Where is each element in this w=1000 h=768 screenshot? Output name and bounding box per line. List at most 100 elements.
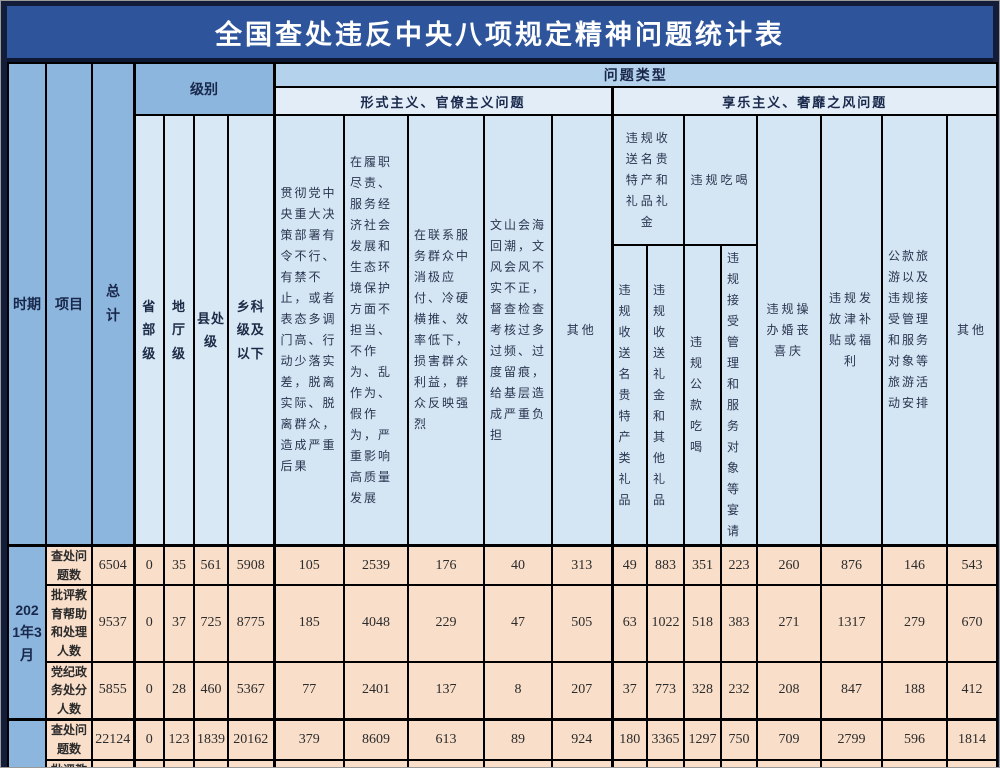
header-hedonism-sub-3: 违规公款吃喝 [683,244,722,547]
value-cell: 1022 [646,584,685,663]
value-cell: 22124 [91,718,135,761]
value-cell: 207 [551,660,613,721]
value-cell: 518 [683,584,722,663]
header-formalism-group: 形式主义、官僚主义问题 [272,86,613,116]
value-cell: 3365 [646,718,685,761]
value-cell: 876 [820,544,883,587]
value-cell: 279 [881,584,948,663]
value-cell: 8775 [227,584,275,663]
value-cell: 2799 [820,718,883,761]
header-hedonism-sub-4: 违规接受管理和服务对象等宴请 [720,244,758,547]
header-hedonism-weddings: 违规操办婚丧喜庆 [756,114,822,547]
row-label: 批评教育帮助和处理人数 [45,758,93,767]
value-cell: 188 [881,660,948,721]
value-cell: 105 [272,544,345,587]
value-cell: 924 [551,718,613,761]
header-hedonism-gifts-group: 违规收送名贵特产和礼品礼金 [610,114,685,246]
header-total: 总计 [91,62,135,547]
value-cell: 939 [881,758,948,767]
value-cell: 857 [407,758,485,767]
value-cell: 4384 [820,758,883,767]
header-formalism-col-4: 文山会海回潮，文风会风不实不正，督查检查考核过多过频、过度留痕，给基层造成严重负… [483,114,553,547]
row-label: 查处问题数 [45,544,93,587]
value-cell: 89 [483,718,553,761]
value-cell: 773 [646,660,685,721]
value-cell: 883 [646,544,685,587]
value-cell: 176 [407,544,485,587]
row-label: 党纪政务处分人数 [45,660,93,721]
header-hedonism-sub-1: 违规收送名贵特产类礼品 [610,244,648,547]
header-hedonism-allowances: 违规发放津补贴或福利 [820,114,883,547]
header-row-4: 违规收送名贵特产类礼品 违规收送礼金和其他礼品 违规公款吃喝 违规接受管理和服务… [8,244,997,547]
table-row: 2021年以来 查处问题数 22124012318392016237986096… [7,718,999,767]
value-cell: 543 [945,544,999,587]
value-cell: 505 [551,584,613,663]
value-cell: 0 [132,544,165,587]
value-cell: 47 [483,584,553,663]
header-period: 时期 [7,62,47,547]
header-formalism-other: 其他 [551,114,613,547]
value-cell: 351 [683,544,722,587]
value-cell: 37 [610,660,648,721]
header-hedonism-travel: 公款旅游以及违规接受管理和服务对象等旅游活动安排 [881,114,948,547]
title-bar: 全国查处违反中央八项规定精神问题统计表 [7,6,993,62]
header-hedonism-sub-2: 违规收送礼金和其他礼品 [646,244,685,547]
table-wrap: 时期 项目 总计 级别 问题类型 形式主义、官僚主义问题 享乐主义、奢靡之风问题… [7,62,999,767]
value-cell: 4113 [646,758,685,767]
value-cell: 725 [193,584,229,663]
value-cell: 180 [610,718,648,761]
value-cell: 146 [881,544,948,587]
header-problem-type: 问题类型 [272,62,999,88]
value-cell: 31854 [91,758,135,767]
value-cell: 77 [272,660,345,721]
header-hedonism-group: 享乐主义、奢靡之风问题 [610,86,999,116]
header-level: 级别 [132,62,275,116]
value-cell: 0 [132,758,165,767]
statistics-table: 时期 项目 总计 级别 问题类型 形式主义、官僚主义问题 享乐主义、奢靡之风问题… [7,62,999,767]
header-formalism-col-1: 贯彻党中央重大决策部署有令不行、有禁不止，或者表态多调门高、行动少落实差，脱离实… [272,114,345,547]
header-formalism-col-2: 在履职尽责、服务经济社会发展和生态环境保护方面不担当、不作为、乱作为、假作为，严… [343,114,409,547]
value-cell: 1297 [683,718,722,761]
value-cell: 229 [407,584,485,663]
value-cell: 763 [756,758,822,767]
value-cell: 4048 [343,584,409,663]
value-cell: 0 [132,660,165,721]
table-header: 时期 项目 总计 级别 问题类型 形式主义、官僚主义问题 享乐主义、奢靡之风问题… [7,62,999,547]
value-cell: 383 [720,584,758,663]
value-cell: 13189 [343,758,409,767]
header-level-county: 县处级 [193,114,229,547]
page-title: 全国查处违反中央八项规定精神问题统计表 [215,19,785,50]
table-row: 批评教育帮助和处理人数 9537 0 37 725 8775 185 4048 229 47 50… [8,584,999,663]
value-cell: 6504 [91,544,135,587]
value-cell: 208 [756,660,822,721]
value-cell: 0 [132,718,165,761]
value-cell: 223 [720,544,758,587]
value-cell: 260 [756,544,822,587]
value-cell: 37 [163,584,195,663]
value-cell: 1400 [551,758,613,767]
header-level-prefecture: 地厅级 [163,114,195,547]
value-cell: 2539 [343,544,409,587]
value-cell: 5855 [91,660,135,721]
value-cell: 1839 [193,718,229,761]
header-hedonism-banquet-group: 违规吃喝 [683,114,758,246]
value-cell: 613 [407,718,485,761]
value-cell: 1201 [720,758,758,767]
value-cell: 8 [483,660,553,721]
value-cell: 2401 [343,660,409,721]
header-level-township: 乡科级及以下 [227,114,275,547]
value-cell: 218 [610,758,648,767]
value-cell: 232 [720,660,758,721]
value-cell: 582 [272,758,345,767]
value-cell: 379 [272,718,345,761]
value-cell: 29385 [227,758,275,767]
value-cell: 1814 [945,718,999,761]
value-cell: 670 [945,584,999,663]
value-cell: 1317 [820,584,883,663]
row-label: 批评教育帮助和处理人数 [45,584,93,663]
value-cell: 63 [610,584,648,663]
header-item: 项目 [45,62,93,547]
value-cell: 137 [407,660,485,721]
value-cell: 5908 [227,544,275,587]
